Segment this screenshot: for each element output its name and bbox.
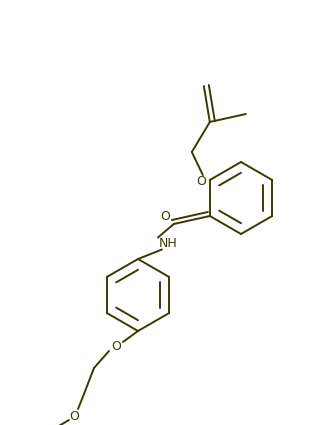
- Text: O: O: [160, 210, 170, 223]
- Text: O: O: [196, 175, 206, 187]
- Text: O: O: [111, 340, 121, 352]
- Text: O: O: [69, 410, 79, 422]
- Text: NH: NH: [159, 237, 177, 250]
